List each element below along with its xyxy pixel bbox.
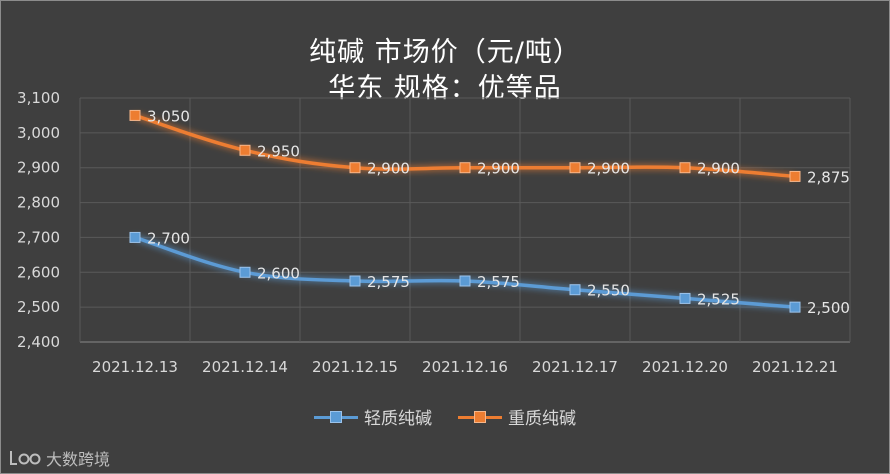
x-tick-label: 2021.12.16 [422,358,508,376]
data-label: 2,575 [367,273,410,291]
x-tick-label: 2021.12.15 [312,358,398,376]
y-tick-label: 2,600 [17,263,60,281]
data-label: 2,525 [697,290,740,308]
legend-label-heavy: 重质纯碱 [508,409,576,429]
data-label: 2,900 [697,160,740,178]
legend-swatch-heavy [458,410,502,423]
data-label: 2,500 [807,299,850,317]
data-point[interactable] [349,162,361,174]
legend-label-light: 轻质纯碱 [364,409,432,429]
data-point[interactable] [679,292,691,304]
data-label: 3,050 [147,107,190,125]
watermark-text: 大数跨境 [46,450,111,469]
data-point[interactable] [239,266,251,278]
x-tick-label: 2021.12.17 [532,358,618,376]
x-tick-label: 2021.12.13 [92,358,178,376]
data-labels: 2,700 2,600 2,575 2,575 2,550 2,525 2,500 3,050… [147,107,850,317]
legend: 轻质纯碱 重质纯碱 [0,404,890,429]
data-point[interactable] [349,275,361,287]
y-tick-label: 2,800 [17,194,60,212]
data-label: 2,875 [807,168,850,186]
data-point[interactable] [679,162,691,174]
data-label: 2,950 [257,142,300,160]
y-tick-label: 3,100 [17,89,60,107]
data-label: 2,575 [477,273,520,291]
data-label: 2,600 [257,264,300,282]
data-point[interactable] [239,144,251,156]
x-tick-label: 2021.12.20 [642,358,728,376]
y-tick-label: 2,500 [17,298,60,316]
data-point[interactable] [789,301,801,313]
data-point[interactable] [569,162,581,174]
chart-title-line2: 华东 规格：优等品 [328,73,562,104]
data-point[interactable] [459,162,471,174]
data-label: 2,900 [367,160,410,178]
y-tick-label: 2,400 [17,333,60,351]
y-tick-label: 2,700 [17,228,60,246]
x-tick-label: 2021.12.21 [752,358,838,376]
y-tick-label: 2,900 [17,159,60,177]
data-label: 2,700 [147,229,190,247]
data-point[interactable] [459,275,471,287]
chart-title-line1: 纯碱 市场价（元/吨） [309,37,581,68]
leo-logo-icon [10,451,41,465]
x-tick-label: 2021.12.14 [202,358,288,376]
data-label: 2,900 [477,160,520,178]
grid-lines [79,97,851,343]
data-point[interactable] [129,231,141,243]
watermark: 大数跨境 [8,446,110,470]
data-point[interactable] [569,284,581,296]
legend-swatch-light [314,410,358,423]
legend-item-light[interactable]: 轻质纯碱 [314,404,432,429]
y-axis-ticks: 2,400 2,500 2,600 2,700 2,800 2,900 3,000 3,100 [17,89,60,351]
y-tick-label: 3,000 [17,124,60,142]
data-point[interactable] [129,109,141,121]
x-axis-ticks: 2021.12.13 2021.12.14 2021.12.15 2021.12.16… [92,358,838,376]
data-point[interactable] [789,170,801,182]
data-label: 2,550 [587,282,630,300]
data-label: 2,900 [587,160,630,178]
legend-item-heavy[interactable]: 重质纯碱 [458,404,576,429]
series-layer [129,109,801,313]
